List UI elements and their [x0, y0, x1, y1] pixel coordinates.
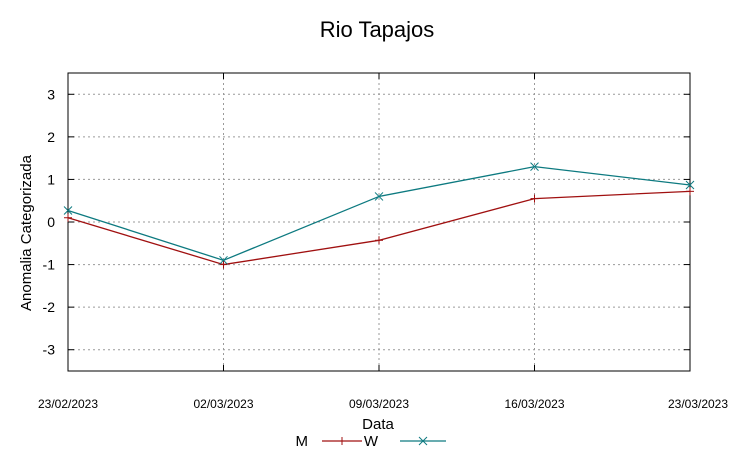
y-tick-label: -2: [43, 299, 56, 315]
x-tick-label: 23/03/2023: [668, 397, 728, 411]
x-axis-label: Data: [362, 416, 394, 433]
x-axis-ticks: 23/02/2023 02/03/2023 09/03/2023 16/03/2023…: [38, 73, 728, 411]
y-tick-label: 3: [47, 86, 55, 102]
x-tick-label: 16/03/2023: [504, 397, 564, 411]
data-point-w: [219, 255, 228, 265]
y-tick-label: -3: [43, 342, 56, 358]
y-tick-label: -1: [43, 257, 56, 273]
grid-lines: [68, 73, 690, 371]
legend-label-w: W: [364, 433, 379, 450]
y-axis-ticks: 3 2 1 0 -1 -2 -3: [43, 86, 690, 358]
y-tick-label: 0: [47, 214, 55, 230]
y-tick-label: 1: [47, 171, 55, 187]
chart-title: Rio Tapajos: [320, 17, 435, 42]
data-point-w: [374, 192, 384, 201]
x-tick-label: 02/03/2023: [193, 397, 253, 411]
series-layer: [63, 162, 695, 269]
data-point-w: [63, 206, 73, 215]
y-axis-label: Anomalia Categorizada: [18, 154, 35, 311]
x-tick-label: 23/02/2023: [38, 397, 98, 411]
x-tick-label: 09/03/2023: [349, 397, 409, 411]
data-point-w: [685, 180, 695, 190]
legend-marker-w: [418, 436, 428, 446]
y-tick-label: 2: [47, 129, 55, 145]
legend-label-m: M: [296, 433, 309, 450]
data-point-w: [530, 162, 539, 172]
